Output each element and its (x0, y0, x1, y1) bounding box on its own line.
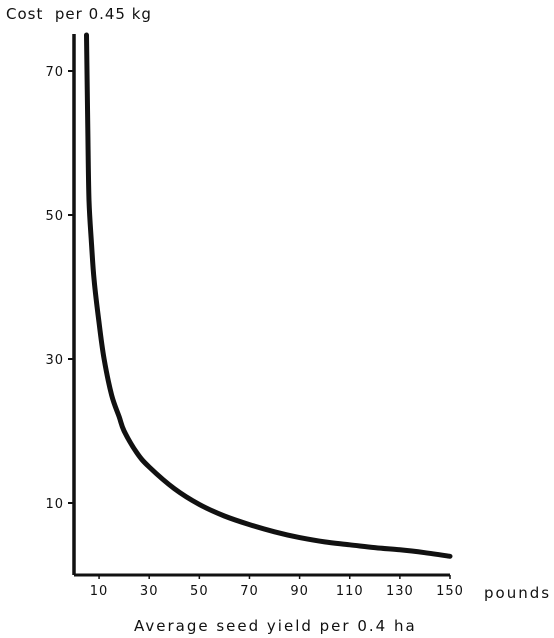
x-tick-label: 30 (140, 584, 159, 599)
y-tick-label: 10 (45, 497, 64, 512)
x-tick-label: 150 (436, 584, 464, 599)
y-tick-label: 50 (45, 209, 64, 224)
cost-curve-line (84, 32, 453, 559)
x-tick-label: 130 (386, 584, 414, 599)
x-tick-label: 50 (190, 584, 209, 599)
x-tick-label: 10 (90, 584, 109, 599)
x-tick-label: 110 (336, 584, 364, 599)
x-tick-label: 90 (290, 584, 309, 599)
x-tick-label: 70 (240, 584, 259, 599)
x-axis-title: Average seed yield per 0.4 ha (134, 617, 417, 635)
y-tick-label: 30 (45, 353, 64, 368)
x-unit-label: pounds (484, 584, 551, 602)
y-tick-label: 70 (45, 65, 64, 80)
chart-title: Cost per 0.45 kg (6, 5, 152, 23)
